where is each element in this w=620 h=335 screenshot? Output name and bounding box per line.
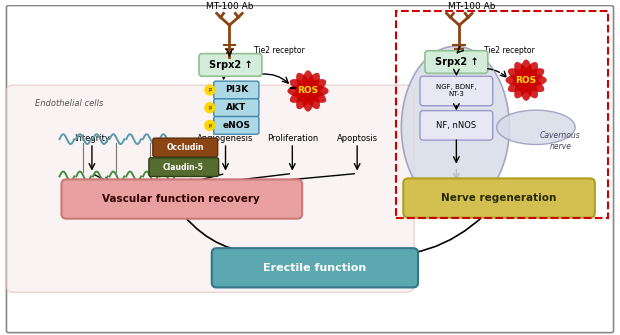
Ellipse shape: [514, 62, 538, 98]
FancyBboxPatch shape: [214, 81, 259, 99]
Ellipse shape: [296, 73, 320, 109]
FancyBboxPatch shape: [420, 76, 493, 106]
Text: Tie2 receptor: Tie2 receptor: [484, 46, 534, 55]
Text: Claudin-5: Claudin-5: [163, 162, 204, 172]
Text: Apoptosis: Apoptosis: [337, 134, 378, 143]
Text: Cavernous
nerve: Cavernous nerve: [540, 131, 581, 151]
Text: NF, nNOS: NF, nNOS: [436, 121, 476, 130]
FancyBboxPatch shape: [6, 85, 414, 292]
Circle shape: [205, 85, 215, 95]
Text: p: p: [208, 123, 211, 128]
Text: Occludin: Occludin: [167, 143, 204, 152]
Text: Vascular function recovery: Vascular function recovery: [102, 194, 260, 204]
Text: Srpx2 ↑: Srpx2 ↑: [435, 57, 478, 67]
Text: ROS: ROS: [516, 76, 537, 85]
Text: p: p: [208, 87, 211, 92]
Ellipse shape: [508, 68, 544, 92]
Ellipse shape: [288, 84, 329, 98]
FancyBboxPatch shape: [404, 179, 595, 218]
Text: Proliferation: Proliferation: [267, 134, 318, 143]
Text: Integrity: Integrity: [74, 134, 110, 143]
FancyBboxPatch shape: [6, 5, 614, 333]
Text: p: p: [208, 105, 211, 110]
Ellipse shape: [290, 79, 326, 103]
Text: Tie2 receptor: Tie2 receptor: [254, 46, 305, 55]
Circle shape: [205, 121, 215, 130]
FancyBboxPatch shape: [153, 138, 218, 157]
Text: MT-100 Ab: MT-100 Ab: [448, 2, 496, 11]
Circle shape: [205, 103, 215, 113]
FancyBboxPatch shape: [149, 158, 219, 177]
Text: Nerve regeneration: Nerve regeneration: [441, 193, 556, 203]
Ellipse shape: [514, 62, 538, 98]
FancyBboxPatch shape: [214, 99, 259, 117]
FancyBboxPatch shape: [425, 51, 488, 73]
Ellipse shape: [519, 60, 533, 101]
Text: PI3K: PI3K: [224, 85, 248, 94]
FancyBboxPatch shape: [420, 111, 493, 140]
Ellipse shape: [505, 73, 547, 87]
Ellipse shape: [296, 73, 320, 109]
Text: NGF, BDNF,
NT-3: NGF, BDNF, NT-3: [436, 84, 477, 97]
Ellipse shape: [290, 79, 326, 103]
FancyBboxPatch shape: [214, 117, 259, 134]
Text: Endothelial cells: Endothelial cells: [35, 99, 104, 108]
FancyBboxPatch shape: [61, 179, 302, 219]
Text: AKT: AKT: [226, 103, 247, 112]
Text: MT-100 Ab: MT-100 Ab: [206, 2, 253, 11]
Text: Erectile function: Erectile function: [264, 263, 366, 273]
Ellipse shape: [301, 70, 315, 112]
Ellipse shape: [508, 68, 544, 92]
Ellipse shape: [401, 46, 510, 208]
Ellipse shape: [497, 110, 575, 144]
FancyBboxPatch shape: [199, 54, 262, 76]
Text: eNOS: eNOS: [223, 121, 250, 130]
Text: ROS: ROS: [298, 86, 319, 95]
Text: Angiogenesis: Angiogenesis: [197, 134, 254, 143]
Text: Srpx2 ↑: Srpx2 ↑: [208, 60, 252, 70]
FancyBboxPatch shape: [212, 248, 418, 287]
